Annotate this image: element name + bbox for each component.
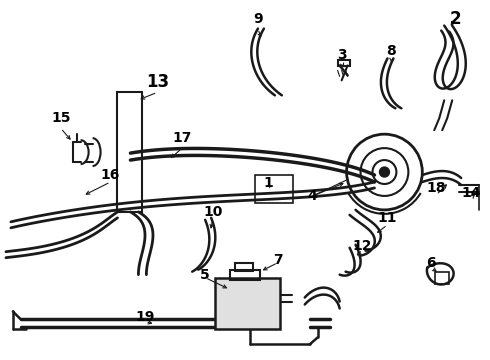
Text: 5: 5 (200, 267, 210, 282)
Text: 3: 3 (337, 49, 346, 63)
Bar (230, 270, 260, 280)
Text: 1: 1 (263, 176, 273, 190)
Text: 11: 11 (378, 211, 397, 225)
Bar (338, 60, 349, 67)
Bar (435, 272, 449, 284)
Text: 17: 17 (172, 131, 192, 145)
Text: 4: 4 (308, 189, 318, 203)
Text: 8: 8 (387, 44, 396, 58)
Bar (235, 263, 253, 271)
Bar (215, 278, 280, 329)
Text: 19: 19 (136, 310, 155, 324)
Text: 2: 2 (449, 10, 461, 28)
Text: 7: 7 (273, 253, 283, 267)
Text: 10: 10 (203, 205, 223, 219)
Bar (118, 92, 143, 212)
Text: 12: 12 (353, 239, 372, 253)
Text: 15: 15 (51, 111, 71, 125)
Text: 16: 16 (101, 168, 120, 182)
Text: 6: 6 (426, 256, 436, 270)
Text: 18: 18 (426, 181, 446, 195)
Circle shape (379, 167, 390, 177)
Bar (255, 175, 293, 203)
Text: 13: 13 (146, 73, 169, 91)
Text: 9: 9 (253, 12, 263, 26)
Text: 14: 14 (462, 186, 481, 200)
